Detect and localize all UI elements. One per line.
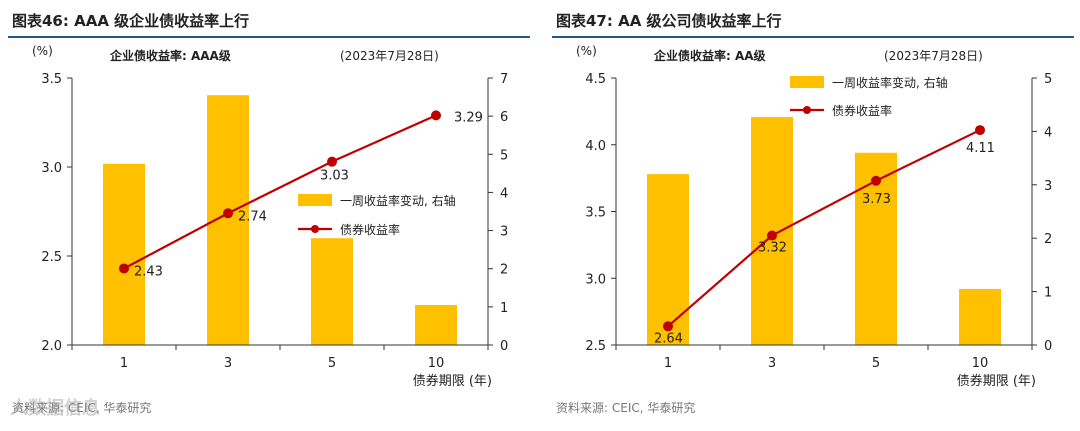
chart-47-bar-10: [959, 288, 1001, 345]
chart-46-yield-label-1: 2.43: [134, 264, 163, 279]
chart-47-yield-line: [667, 129, 981, 328]
chart-46-yield-label-10: 3.29: [454, 110, 483, 125]
chart-47-source: 资料来源: CEIC, 华泰研究: [556, 401, 696, 415]
chart-46-subtitle: 企业债收益率: AAA级: [109, 48, 231, 63]
chart-46-x-tick-label-3: 3: [224, 356, 232, 371]
chart-46-yield-line: [123, 114, 437, 270]
chart-46-left-tick-label: 3.5: [41, 72, 62, 87]
chart-46-legend-bar-label: 一周收益率变动, 右轴: [340, 193, 456, 208]
chart-46-x-tick-label-10: 10: [428, 356, 445, 371]
chart-47-right-tick-label: 4: [1044, 125, 1052, 140]
chart-47-x-tick-label-10: 10: [972, 356, 989, 371]
chart-47-yield-label-3: 3.32: [758, 241, 787, 256]
chart-46-title: 图表46: AAA 级企业债收益率上行: [12, 12, 250, 30]
chart-47-legend-bar-label: 一周收益率变动, 右轴: [832, 75, 948, 90]
chart-47-left-tick-label: 3.0: [585, 272, 606, 287]
chart-46-legend-line-marker: [311, 225, 319, 233]
chart-46-x-tick-label-1: 1: [120, 356, 128, 371]
chart-47-legend-bar-swatch: [790, 76, 824, 88]
chart-47-right-tick-label: 0: [1044, 339, 1052, 354]
chart-47-x-tick-label-1: 1: [664, 356, 672, 371]
chart-46-source: 资料来源: CEIC, 华泰研究: [12, 401, 152, 415]
chart-46-x-tick-label-5: 5: [328, 356, 336, 371]
chart-46-left-tick-label: 2.0: [41, 339, 62, 354]
chart-46-right-tick-label: 6: [500, 110, 508, 125]
chart-47-yield-point-5: [871, 175, 881, 186]
chart-47-yield-label-10: 4.11: [966, 141, 995, 156]
chart-46-right-tick-label: 1: [500, 301, 508, 316]
chart-46-right-tick-label: 4: [500, 186, 508, 201]
chart-47-title: 图表47: AA 级公司债收益率上行: [556, 12, 782, 30]
chart-47-unit-left: (%): [576, 44, 597, 58]
chart-47-right-tick-label: 5: [1044, 72, 1052, 87]
chart-47-legend-line-marker: [803, 106, 811, 114]
chart-47-left-tick-label: 2.5: [585, 339, 606, 354]
chart-47-yield-point-1: [663, 321, 673, 332]
chart-47-right-tick-label: 1: [1044, 286, 1052, 301]
chart-47-right-tick-label: 2: [1044, 232, 1052, 247]
chart-46-yield-label-3: 2.74: [238, 209, 267, 224]
chart-46-date-label: (2023年7月28日): [340, 49, 439, 63]
chart-46-right-tick-label: 2: [500, 263, 508, 278]
chart-47-x-tick-label-3: 3: [768, 356, 776, 371]
chart-46-yield-point-10: [431, 110, 441, 121]
chart-46-yield-point-3: [223, 208, 233, 219]
chart-46-unit-left: (%): [32, 44, 53, 58]
chart-46-left-tick-label: 2.5: [41, 250, 62, 265]
chart-47-left-tick-label: 4.0: [585, 139, 606, 154]
chart-47-x-axis-label: 债券期限 (年): [957, 373, 1036, 389]
chart-47-date-label: (2023年7月28日): [884, 49, 983, 63]
chart-47-right-tick-label: 3: [1044, 179, 1052, 194]
chart-46-yield-point-5: [327, 156, 337, 167]
chart-47-yield-point-3: [767, 230, 777, 241]
chart-46-yield-point-1: [119, 263, 129, 274]
chart-46-yield-label-5: 3.03: [320, 169, 349, 184]
chart-46-x-axis-label: 债券期限 (年): [413, 373, 492, 389]
chart-47-bar-1: [647, 174, 689, 345]
chart-46-bar-1: [103, 163, 145, 345]
chart-47-yield-label-5: 3.73: [862, 192, 891, 207]
chart-47-yield-point-10: [975, 125, 985, 136]
chart-47-title-rule: [552, 36, 1074, 38]
chart-46-right-tick-label: 3: [500, 225, 508, 240]
chart-46-right-tick-label: 0: [500, 339, 508, 354]
chart-46-left-tick-label: 3.0: [41, 161, 62, 176]
chart-46-bar-5: [311, 238, 353, 345]
chart-46-legend-line-label: 债券收益率: [340, 222, 400, 237]
chart-47-yield-label-1: 2.64: [654, 331, 683, 346]
chart-46-legend-bar-swatch: [298, 194, 332, 206]
chart-47-left-tick-label: 3.5: [585, 206, 606, 221]
chart-47-x-tick-label-5: 5: [872, 356, 880, 371]
chart-47-subtitle: 企业债收益率: AA级: [653, 48, 766, 63]
chart-47-left-tick-label: 4.5: [585, 72, 606, 87]
chart-46-bar-10: [415, 304, 457, 345]
watermark: 人数据信息: [10, 398, 100, 419]
chart-46-right-tick-label: 7: [500, 72, 508, 87]
chart-46-right-tick-label: 5: [500, 148, 508, 163]
chart-46-title-rule: [8, 36, 530, 38]
chart-47-legend-line-label: 债券收益率: [832, 103, 892, 118]
